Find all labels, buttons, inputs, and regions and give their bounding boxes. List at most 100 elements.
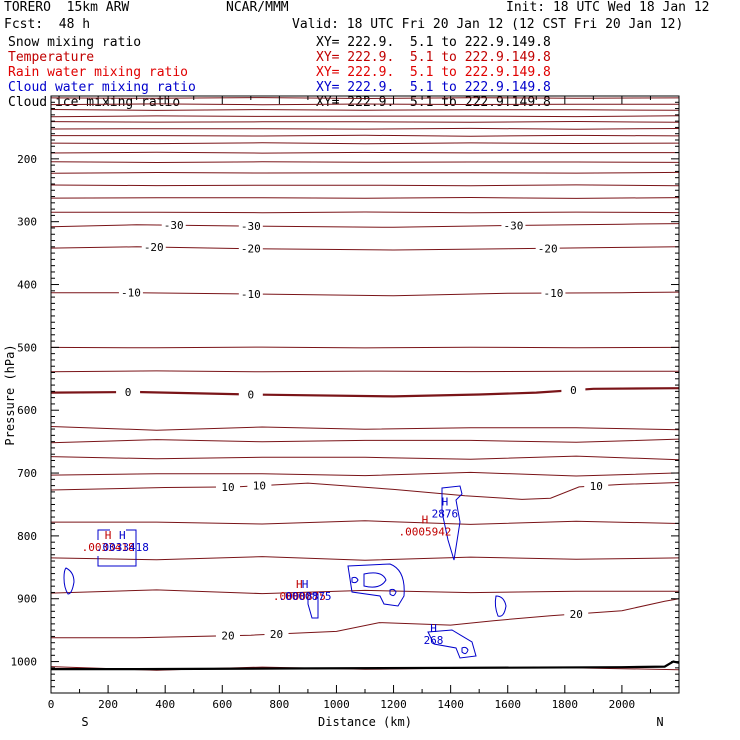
isotherm-line xyxy=(50,103,679,106)
contour-label: 10 xyxy=(590,480,603,493)
extremum-marker: H xyxy=(302,578,309,591)
contour-label: 0 xyxy=(570,384,577,397)
y-tick-label: 600 xyxy=(17,404,37,417)
field-name: Snow mixing ratio xyxy=(8,35,142,50)
isotherm-contour-minus30 xyxy=(50,223,680,228)
cloud-water-contour xyxy=(494,595,507,617)
isotherm-line xyxy=(50,455,680,461)
extremum-marker: H xyxy=(422,513,429,526)
isotherm-line xyxy=(50,426,680,431)
contour-label: -20 xyxy=(241,243,261,256)
x-tick-label: 2000 xyxy=(609,698,636,711)
org-label: NCAR/MMM xyxy=(226,0,289,15)
isotherm-line xyxy=(51,211,680,214)
contour-label-bg xyxy=(141,241,166,254)
extremum-value: 2876 xyxy=(432,508,459,521)
isotherm-line xyxy=(50,109,680,111)
isotherm-line xyxy=(50,370,679,373)
isotherm-line xyxy=(50,171,680,174)
isotherm-contour-minus10 xyxy=(51,291,680,297)
contour-label: -30 xyxy=(241,220,261,233)
valid-time: Valid: 18 UTC Fri 20 Jan 12 (12 CST Fri … xyxy=(292,17,684,32)
extremum-marker: H xyxy=(430,622,437,635)
x-tick-label: 0 xyxy=(48,698,55,711)
cloud-water-contour xyxy=(461,646,469,655)
north-label: N xyxy=(656,715,663,729)
contour-label: -20 xyxy=(144,241,164,254)
x-tick-label: 1600 xyxy=(494,698,521,711)
contour-label: 10 xyxy=(221,481,234,494)
isotherm-line xyxy=(50,589,679,595)
ground-surface-line xyxy=(51,660,680,671)
cloud-water-contour xyxy=(389,588,397,597)
contour-label-bg xyxy=(247,479,272,492)
isotherm-line xyxy=(50,142,680,145)
cloud-water-contour xyxy=(351,576,359,584)
field-xy-range: XY= 222.9. 5.1 to 222.9.149.8 xyxy=(316,65,551,80)
isotherm-line xyxy=(51,134,680,137)
cloud-water-contour xyxy=(441,485,463,561)
cloud-water-contour xyxy=(427,629,477,659)
field-xy-range: XY= 222.9. 5.1 to 222.9.149.8 xyxy=(316,35,551,50)
y-axis-label: Pressure (hPa) xyxy=(3,344,17,445)
isotherm-line xyxy=(50,346,680,349)
contour-label: -20 xyxy=(538,242,558,255)
contour-label-bg xyxy=(238,220,263,233)
extremum-value: .0033418 xyxy=(96,541,149,554)
cloud-water-contour xyxy=(307,593,319,619)
field-name: Cloud ice mixing ratio xyxy=(8,95,181,110)
contour-label-bg xyxy=(116,386,141,399)
cloud-water-contour xyxy=(363,572,387,588)
contour-label: 0 xyxy=(248,389,255,402)
x-tick-label: 1200 xyxy=(380,698,407,711)
isotherm-line xyxy=(50,115,680,118)
x-axis-label: Distance (km) xyxy=(318,715,412,729)
extremum-marker: H xyxy=(119,529,126,542)
cloud-water-contour xyxy=(63,567,75,595)
extremum-value: .0000875 xyxy=(279,590,332,603)
cloud-water-contour xyxy=(347,563,405,607)
isotherm-line xyxy=(51,520,680,525)
isotherm-line xyxy=(50,471,680,477)
isotherm-contour-20 xyxy=(51,598,680,639)
field-xy-range: XY= 222.9. 5.1 to 222.9.149.8 xyxy=(316,50,551,65)
contour-label-bg xyxy=(238,242,263,255)
contour-label-bg xyxy=(564,607,589,620)
contour-label-bg xyxy=(501,219,526,232)
cloud-water-contour xyxy=(97,529,137,567)
isotherm-line xyxy=(50,127,680,130)
isotherm-contour-minus20 xyxy=(50,246,680,251)
contour-label-bg xyxy=(264,628,289,641)
y-tick-label: 300 xyxy=(17,216,37,229)
field-name: Temperature xyxy=(8,50,95,65)
contour-label-bg xyxy=(238,287,263,300)
contour-label-bg xyxy=(584,479,609,492)
isotherm-line xyxy=(50,438,680,444)
contour-label: 10 xyxy=(253,480,266,493)
contour-label-bg xyxy=(215,629,240,642)
isotherm-line xyxy=(50,184,680,187)
field-name: Rain water mixing ratio xyxy=(8,65,189,80)
contour-label-bg xyxy=(238,388,263,401)
field-xy-range: XY= 222.9. 5.1 to 222.9.149.8 xyxy=(316,80,551,95)
model-title: TORERO 15km ARW xyxy=(4,0,130,15)
contour-label: 0 xyxy=(125,386,132,399)
contour-label: -10 xyxy=(241,288,261,301)
y-tick-label: 700 xyxy=(17,467,37,480)
contour-label: 20 xyxy=(221,630,234,643)
x-tick-label: 200 xyxy=(98,698,118,711)
extremum-marker: H xyxy=(296,578,303,591)
contour-label-bg xyxy=(161,219,186,232)
isotherm-line xyxy=(50,556,680,561)
extremum-marker: H xyxy=(442,496,449,509)
forecast-hour: Fcst: 48 h xyxy=(4,17,91,32)
contour-label-bg xyxy=(535,242,560,255)
south-label: S xyxy=(81,715,88,729)
x-tick-label: 400 xyxy=(155,698,175,711)
x-tick-label: 800 xyxy=(269,698,289,711)
contour-label-bg xyxy=(541,287,566,300)
isotherm-line xyxy=(50,151,679,154)
y-tick-label: 200 xyxy=(17,153,37,166)
isotherm-line xyxy=(50,196,680,199)
